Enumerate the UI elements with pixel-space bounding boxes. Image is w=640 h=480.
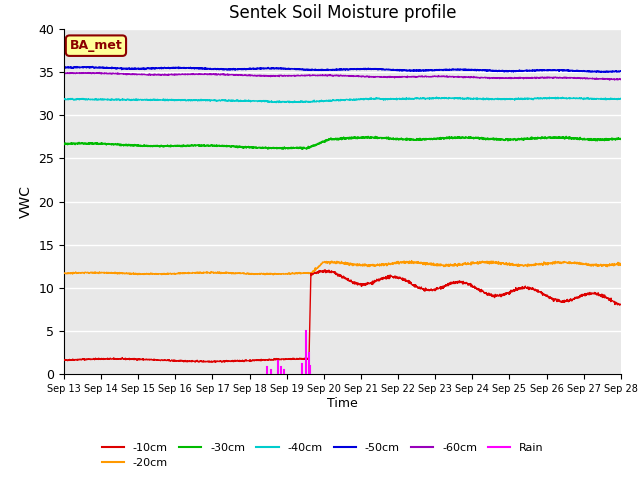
-40cm bbox=[88, 96, 96, 102]
-30cm bbox=[601, 136, 609, 142]
-50cm bbox=[316, 67, 324, 72]
-10cm bbox=[88, 356, 96, 362]
-60cm bbox=[331, 72, 339, 78]
-20cm bbox=[602, 262, 609, 267]
Line: -40cm: -40cm bbox=[64, 97, 621, 103]
-30cm bbox=[60, 141, 68, 146]
-40cm bbox=[60, 96, 68, 102]
-20cm bbox=[316, 262, 324, 268]
-10cm bbox=[602, 294, 609, 300]
-40cm bbox=[273, 100, 280, 106]
-40cm bbox=[499, 96, 507, 102]
-30cm bbox=[617, 136, 625, 142]
-20cm bbox=[88, 270, 96, 276]
Line: -60cm: -60cm bbox=[64, 72, 621, 80]
-10cm bbox=[601, 295, 609, 301]
-40cm bbox=[433, 94, 440, 100]
-60cm bbox=[95, 70, 103, 75]
Line: -10cm: -10cm bbox=[64, 270, 621, 362]
-10cm bbox=[60, 357, 68, 363]
-10cm bbox=[316, 268, 324, 274]
Y-axis label: VWC: VWC bbox=[19, 185, 33, 218]
-40cm bbox=[316, 98, 324, 104]
-30cm bbox=[88, 141, 96, 147]
-20cm bbox=[601, 262, 609, 268]
-50cm bbox=[617, 68, 625, 74]
-10cm bbox=[212, 360, 220, 365]
-10cm bbox=[617, 301, 625, 307]
-60cm bbox=[601, 76, 609, 82]
Line: -50cm: -50cm bbox=[64, 67, 621, 72]
Title: Sentek Soil Moisture profile: Sentek Soil Moisture profile bbox=[228, 4, 456, 22]
-50cm bbox=[88, 64, 96, 70]
-30cm bbox=[602, 136, 609, 142]
-20cm bbox=[331, 259, 339, 265]
-50cm bbox=[499, 68, 506, 73]
-40cm bbox=[602, 97, 609, 103]
-10cm bbox=[321, 267, 329, 273]
-20cm bbox=[269, 272, 277, 278]
-50cm bbox=[604, 69, 612, 75]
-30cm bbox=[316, 140, 324, 146]
Text: BA_met: BA_met bbox=[70, 39, 122, 52]
Line: -30cm: -30cm bbox=[64, 136, 621, 149]
-40cm bbox=[617, 96, 625, 101]
-50cm bbox=[60, 65, 68, 71]
-60cm bbox=[88, 70, 96, 75]
-60cm bbox=[617, 76, 625, 82]
-60cm bbox=[60, 71, 68, 77]
-20cm bbox=[617, 262, 625, 268]
-60cm bbox=[601, 76, 609, 82]
Line: -20cm: -20cm bbox=[64, 261, 621, 275]
-40cm bbox=[601, 96, 609, 102]
-50cm bbox=[601, 69, 609, 74]
-50cm bbox=[331, 67, 339, 72]
-30cm bbox=[279, 146, 287, 152]
Legend: -10cm, -20cm, -30cm, -40cm, -50cm, -60cm, Rain: -10cm, -20cm, -30cm, -40cm, -50cm, -60cm… bbox=[97, 438, 548, 472]
-20cm bbox=[499, 260, 507, 266]
-30cm bbox=[499, 137, 507, 143]
-10cm bbox=[499, 292, 507, 298]
-30cm bbox=[331, 137, 339, 143]
-60cm bbox=[499, 75, 506, 81]
-60cm bbox=[611, 77, 618, 83]
-10cm bbox=[332, 269, 339, 275]
-30cm bbox=[364, 133, 372, 139]
-20cm bbox=[60, 270, 68, 276]
-50cm bbox=[601, 69, 609, 74]
X-axis label: Time: Time bbox=[327, 397, 358, 410]
-50cm bbox=[89, 64, 97, 70]
-20cm bbox=[408, 258, 415, 264]
-60cm bbox=[316, 72, 324, 78]
-40cm bbox=[331, 98, 339, 104]
